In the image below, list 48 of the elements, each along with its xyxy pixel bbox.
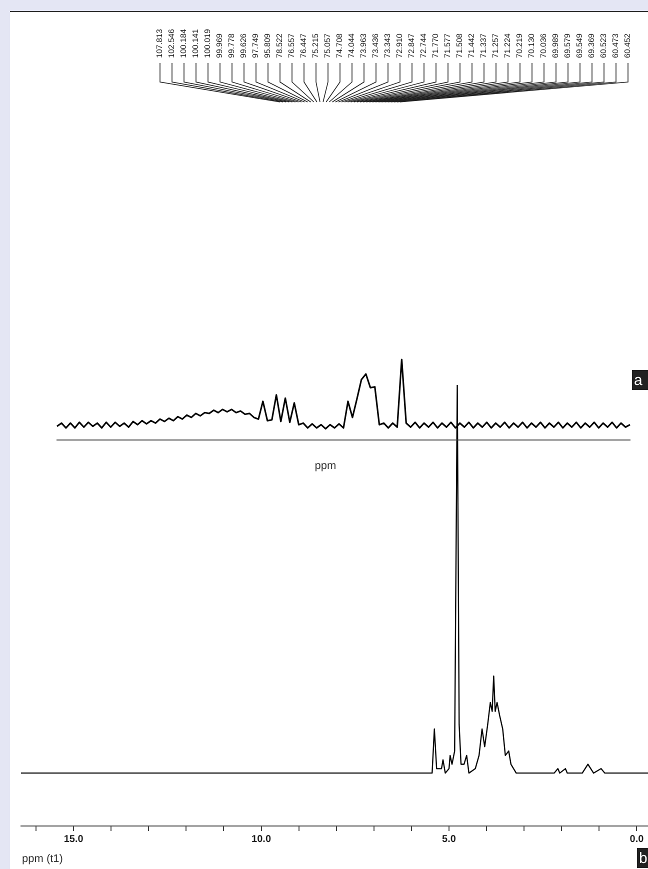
text: 71.770 (431, 32, 440, 58)
text: 60.452 (623, 32, 632, 58)
text: 74.708 (335, 32, 344, 58)
x-tick-label: 0.0 (630, 834, 644, 845)
x-tick-label: 10.0 (252, 834, 272, 845)
text: 99.969 (215, 32, 224, 58)
text: 97.749 (251, 32, 260, 58)
text: 73.343 (383, 32, 392, 58)
text: 71.442 (467, 32, 476, 58)
text: b (639, 850, 648, 868)
text: 100.141 (191, 28, 200, 58)
x-axis-title: ppm (t1) (22, 853, 63, 866)
text: 69.549 (575, 32, 584, 58)
text: 73.436 (371, 32, 380, 58)
text: 69.369 (587, 32, 596, 58)
text: 72.744 (419, 32, 428, 58)
text: 72.910 (395, 32, 404, 58)
text: 70.130 (527, 32, 536, 58)
text: 100.184 (179, 28, 188, 58)
text: 100.019 (203, 28, 212, 58)
text: 69.989 (551, 32, 560, 58)
annotation: a (634, 372, 643, 390)
text: 99.778 (227, 32, 236, 58)
text: 71.577 (443, 32, 452, 58)
text: 73.963 (359, 32, 368, 58)
text: 107.813 (155, 28, 164, 58)
x-tick-label: 15.0 (64, 834, 84, 845)
text: 75.057 (323, 32, 332, 58)
x-axis-title: ppm (314, 460, 336, 472)
text: 74.044 (347, 32, 356, 58)
text: 60.473 (611, 32, 620, 58)
text: 75.215 (311, 32, 320, 58)
text: 78.522 (275, 32, 284, 58)
text: 71.337 (479, 32, 488, 58)
text: 69.579 (563, 32, 572, 58)
text: 71.224 (503, 32, 512, 58)
text: 76.557 (287, 32, 296, 58)
text: 76.447 (299, 32, 308, 58)
text: 70.219 (515, 32, 524, 58)
text: 72.847 (407, 32, 416, 58)
x-tick-label: 5.0 (442, 834, 456, 845)
text: 60.523 (599, 32, 608, 58)
text: 70.036 (539, 32, 548, 58)
text: 95.809 (263, 32, 272, 58)
text: 99.626 (239, 32, 248, 58)
text: 71.257 (491, 32, 500, 58)
text: 102.546 (167, 28, 176, 58)
text: 71.508 (455, 32, 464, 58)
